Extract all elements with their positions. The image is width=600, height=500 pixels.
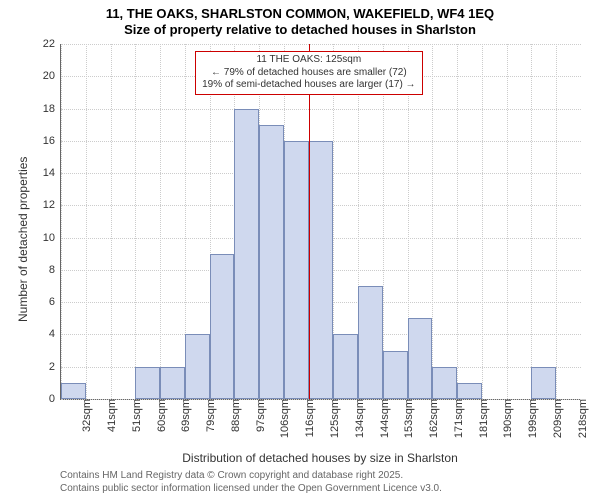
x-tick-label: 153sqm (399, 399, 415, 438)
reference-line (309, 44, 310, 399)
y-axis-label: Number of detached properties (16, 156, 30, 321)
x-tick-label: 144sqm (375, 399, 391, 438)
grid-vertical (86, 44, 87, 399)
histogram-bar (358, 286, 383, 399)
y-tick-label: 18 (43, 103, 61, 115)
histogram-bar (259, 125, 284, 399)
x-tick-label: 41sqm (102, 399, 118, 432)
footer-line-2: Contains public sector information licen… (60, 482, 442, 495)
y-tick-label: 12 (43, 199, 61, 211)
annotation-line: ← 79% of detached houses are smaller (72… (202, 67, 415, 80)
histogram-bar (333, 334, 358, 399)
annotation-line: 19% of semi-detached houses are larger (… (202, 79, 415, 92)
annotation-box: 11 THE OAKS: 125sqm← 79% of detached hou… (195, 51, 422, 95)
title-line-1: 11, THE OAKS, SHARLSTON COMMON, WAKEFIEL… (0, 6, 600, 22)
annotation-line: 11 THE OAKS: 125sqm (202, 54, 415, 67)
histogram-bar (135, 367, 160, 399)
histogram-bar (160, 367, 185, 399)
x-tick-label: 162sqm (424, 399, 440, 438)
grid-vertical (457, 44, 458, 399)
y-tick-label: 4 (49, 328, 61, 340)
x-tick-label: 171sqm (449, 399, 465, 438)
histogram-bar (185, 334, 210, 399)
x-tick-label: 125sqm (325, 399, 341, 438)
attribution-footer: Contains HM Land Registry data © Crown c… (60, 469, 442, 495)
histogram-bar (457, 383, 482, 399)
title-line-2: Size of property relative to detached ho… (0, 22, 600, 38)
x-tick-label: 69sqm (176, 399, 192, 432)
grid-horizontal (61, 44, 581, 45)
y-tick-label: 14 (43, 167, 61, 179)
histogram-bar (309, 141, 334, 399)
histogram-bar (210, 254, 235, 399)
y-tick-label: 0 (49, 393, 61, 405)
histogram-bar (531, 367, 556, 399)
x-tick-label: 60sqm (152, 399, 168, 432)
grid-vertical (432, 44, 433, 399)
x-tick-label: 199sqm (523, 399, 539, 438)
histogram-bar (61, 383, 86, 399)
histogram-bar (284, 141, 309, 399)
y-tick-label: 16 (43, 135, 61, 147)
chart-title: 11, THE OAKS, SHARLSTON COMMON, WAKEFIEL… (0, 0, 600, 37)
grid-vertical (111, 44, 112, 399)
x-tick-label: 51sqm (127, 399, 143, 432)
grid-vertical (61, 44, 62, 399)
footer-line-1: Contains HM Land Registry data © Crown c… (60, 469, 442, 482)
y-tick-label: 22 (43, 38, 61, 50)
x-tick-label: 134sqm (350, 399, 366, 438)
x-tick-label: 181sqm (474, 399, 490, 438)
grid-vertical (556, 44, 557, 399)
x-tick-label: 218sqm (573, 399, 589, 438)
x-tick-label: 97sqm (251, 399, 267, 432)
x-tick-label: 209sqm (548, 399, 564, 438)
y-tick-label: 6 (49, 296, 61, 308)
histogram-bar (234, 109, 259, 399)
histogram-bar (408, 318, 433, 399)
y-tick-label: 20 (43, 70, 61, 82)
y-tick-label: 8 (49, 264, 61, 276)
grid-vertical (135, 44, 136, 399)
x-tick-label: 32sqm (77, 399, 93, 432)
grid-vertical (482, 44, 483, 399)
x-tick-label: 190sqm (498, 399, 514, 438)
plot-area: 024681012141618202232sqm41sqm51sqm60sqm6… (60, 44, 581, 400)
x-tick-label: 88sqm (226, 399, 242, 432)
grid-vertical (383, 44, 384, 399)
x-axis-label: Distribution of detached houses by size … (60, 451, 580, 465)
histogram-bar (432, 367, 457, 399)
x-tick-label: 106sqm (275, 399, 291, 438)
y-tick-label: 2 (49, 361, 61, 373)
grid-horizontal (61, 109, 581, 110)
property-size-histogram: 11, THE OAKS, SHARLSTON COMMON, WAKEFIEL… (0, 0, 600, 500)
grid-vertical (531, 44, 532, 399)
x-tick-label: 79sqm (201, 399, 217, 432)
x-tick-label: 116sqm (300, 399, 316, 437)
y-tick-label: 10 (43, 232, 61, 244)
grid-vertical (160, 44, 161, 399)
grid-vertical (507, 44, 508, 399)
histogram-bar (383, 351, 408, 399)
